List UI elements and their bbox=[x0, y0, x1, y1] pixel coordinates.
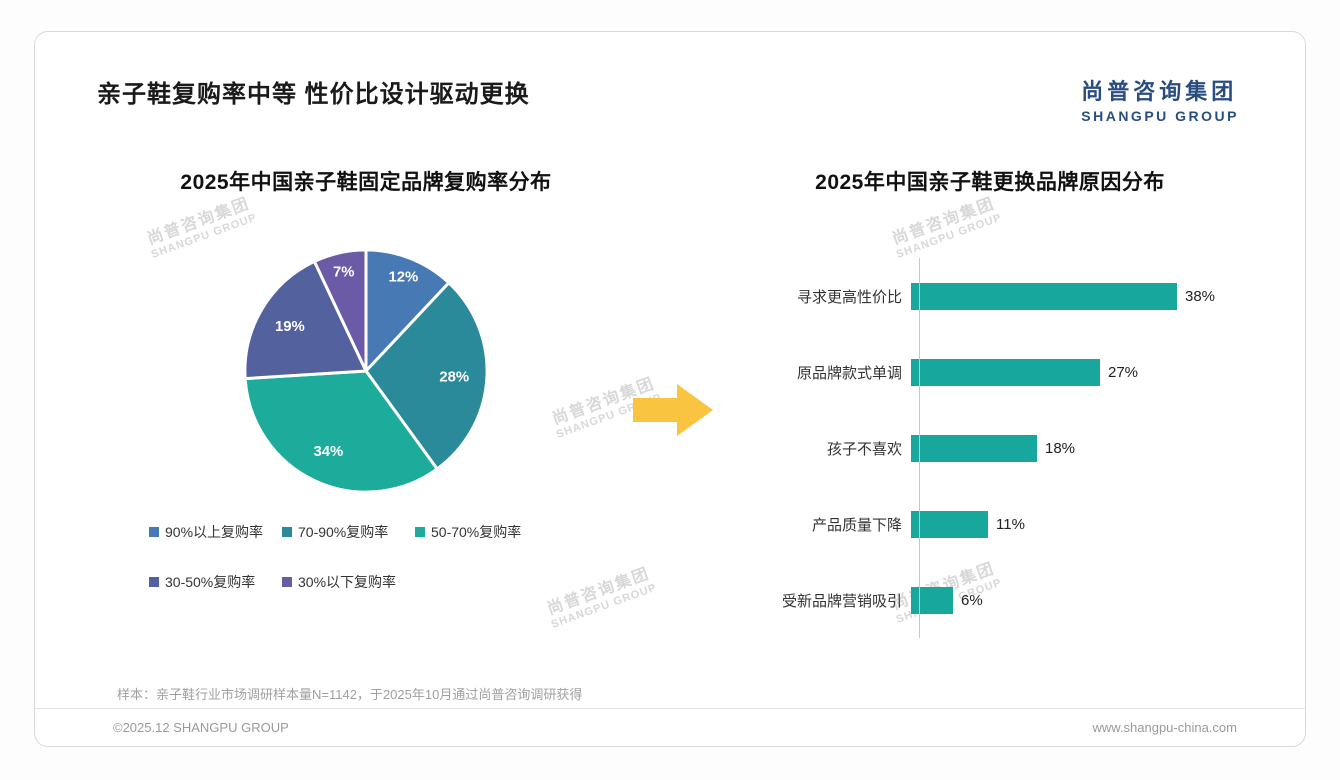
legend-item: 30-50%复购率 bbox=[149, 572, 282, 592]
pie-slice bbox=[312, 248, 368, 373]
page-title: 亲子鞋复购率中等 性价比设计驱动更换 bbox=[97, 81, 530, 108]
charts-area: 2025年中国亲子鞋固定品牌复购率分布 12% 28% 34% 19% 7% 90%以上… bbox=[35, 166, 1305, 638]
bar-value-label: 27% bbox=[1108, 363, 1139, 381]
pie-slice bbox=[364, 281, 489, 471]
logo-en-text: SHANGPU GROUP bbox=[1081, 108, 1239, 124]
legend-label: 50-70%复购率 bbox=[431, 524, 522, 540]
pie-data-label: 19% bbox=[275, 319, 305, 335]
pie-chart-section: 2025年中国亲子鞋固定品牌复购率分布 12% 28% 34% 19% 7% 90%以上… bbox=[101, 166, 631, 638]
pie-legend: 90%以上复购率 70-90%复购率 50-70%复购率 30-50%复购率 30%以下… bbox=[149, 522, 579, 592]
legend-label: 30%以下复购率 bbox=[298, 574, 397, 590]
legend-marker bbox=[149, 577, 159, 587]
bar-row: 受新品牌营销吸引 6% bbox=[719, 562, 1261, 638]
legend-label: 70-90%复购率 bbox=[298, 524, 389, 540]
bar-value-label: 6% bbox=[961, 591, 983, 609]
bar-value-label: 18% bbox=[1045, 439, 1076, 457]
pie-data-label: 12% bbox=[389, 269, 419, 285]
pie-slice bbox=[243, 369, 439, 494]
legend-item: 50-70%复购率 bbox=[415, 522, 548, 542]
bar-row: 寻求更高性价比 38% bbox=[719, 258, 1261, 334]
arrow-right-icon bbox=[633, 382, 713, 638]
bar-chart: 寻求更高性价比 38% 原品牌款式单调 27% 孩子不喜欢 18% 产品质量下降 11% 受新品… bbox=[719, 258, 1261, 638]
legend-label: 90%以上复购率 bbox=[165, 524, 264, 540]
legend-marker bbox=[282, 527, 292, 537]
bar bbox=[911, 586, 953, 614]
legend-label: 30-50%复购率 bbox=[165, 574, 256, 590]
footer: ©2025.12 SHANGPU GROUP www.shangpu-china… bbox=[35, 708, 1305, 746]
bar-category-label: 受新品牌营销吸引 bbox=[781, 592, 902, 610]
bar-chart-title: 2025年中国亲子鞋更换品牌原因分布 bbox=[815, 171, 1165, 194]
bar bbox=[911, 358, 1100, 386]
bar-category-label: 寻求更高性价比 bbox=[796, 288, 902, 306]
bar-value-label: 38% bbox=[1185, 287, 1216, 305]
pie-data-label: 28% bbox=[439, 370, 469, 386]
pie-chart-title: 2025年中国亲子鞋固定品牌复购率分布 bbox=[180, 171, 552, 194]
company-logo: 尚普咨询集团 SHANGPU GROUP bbox=[1081, 74, 1239, 124]
legend-marker bbox=[282, 577, 292, 587]
pie-data-label: 34% bbox=[314, 444, 344, 460]
bar-category-label: 产品质量下降 bbox=[811, 516, 902, 534]
pie-slice bbox=[364, 248, 451, 373]
legend-item: 70-90%复购率 bbox=[282, 522, 415, 542]
legend-item: 90%以上复购率 bbox=[149, 522, 282, 542]
bar bbox=[911, 434, 1037, 462]
legend-marker bbox=[149, 527, 159, 537]
bar-row: 孩子不喜欢 18% bbox=[719, 410, 1261, 486]
legend-marker bbox=[415, 527, 425, 537]
legend-item: 30%以下复购率 bbox=[282, 572, 415, 592]
bar-row: 原品牌款式单调 27% bbox=[719, 334, 1261, 410]
website-text: www.shangpu-china.com bbox=[1092, 720, 1237, 735]
bar-value-label: 11% bbox=[996, 515, 1025, 533]
pie-data-label: 7% bbox=[333, 265, 355, 281]
slide: 尚普咨询集团 SHANGPU GROUP 尚普咨询集团 SHANGPU GROU… bbox=[34, 31, 1306, 747]
logo-cn-text: 尚普咨询集团 bbox=[1081, 79, 1238, 104]
header: 亲子鞋复购率中等 性价比设计驱动更换 尚普咨询集团 SHANGPU GROUP bbox=[35, 32, 1305, 124]
bar-chart-section: 2025年中国亲子鞋更换品牌原因分布 寻求更高性价比 38% 原品牌款式单调 27% 孩… bbox=[719, 166, 1305, 638]
bar-category-label: 孩子不喜欢 bbox=[826, 440, 902, 458]
bar-category-label: 原品牌款式单调 bbox=[796, 364, 902, 382]
bar bbox=[911, 282, 1177, 310]
bar-row: 产品质量下降 11% bbox=[719, 486, 1261, 562]
pie-slice bbox=[243, 259, 368, 381]
pie-chart: 12% 28% 34% 19% 7% bbox=[243, 248, 489, 494]
copyright-text: ©2025.12 SHANGPU GROUP bbox=[113, 720, 289, 735]
sample-note: 样本：亲子鞋行业市场调研样本量N=1142，于2025年10月通过尚普咨询调研获… bbox=[117, 687, 583, 702]
bar bbox=[911, 510, 988, 538]
